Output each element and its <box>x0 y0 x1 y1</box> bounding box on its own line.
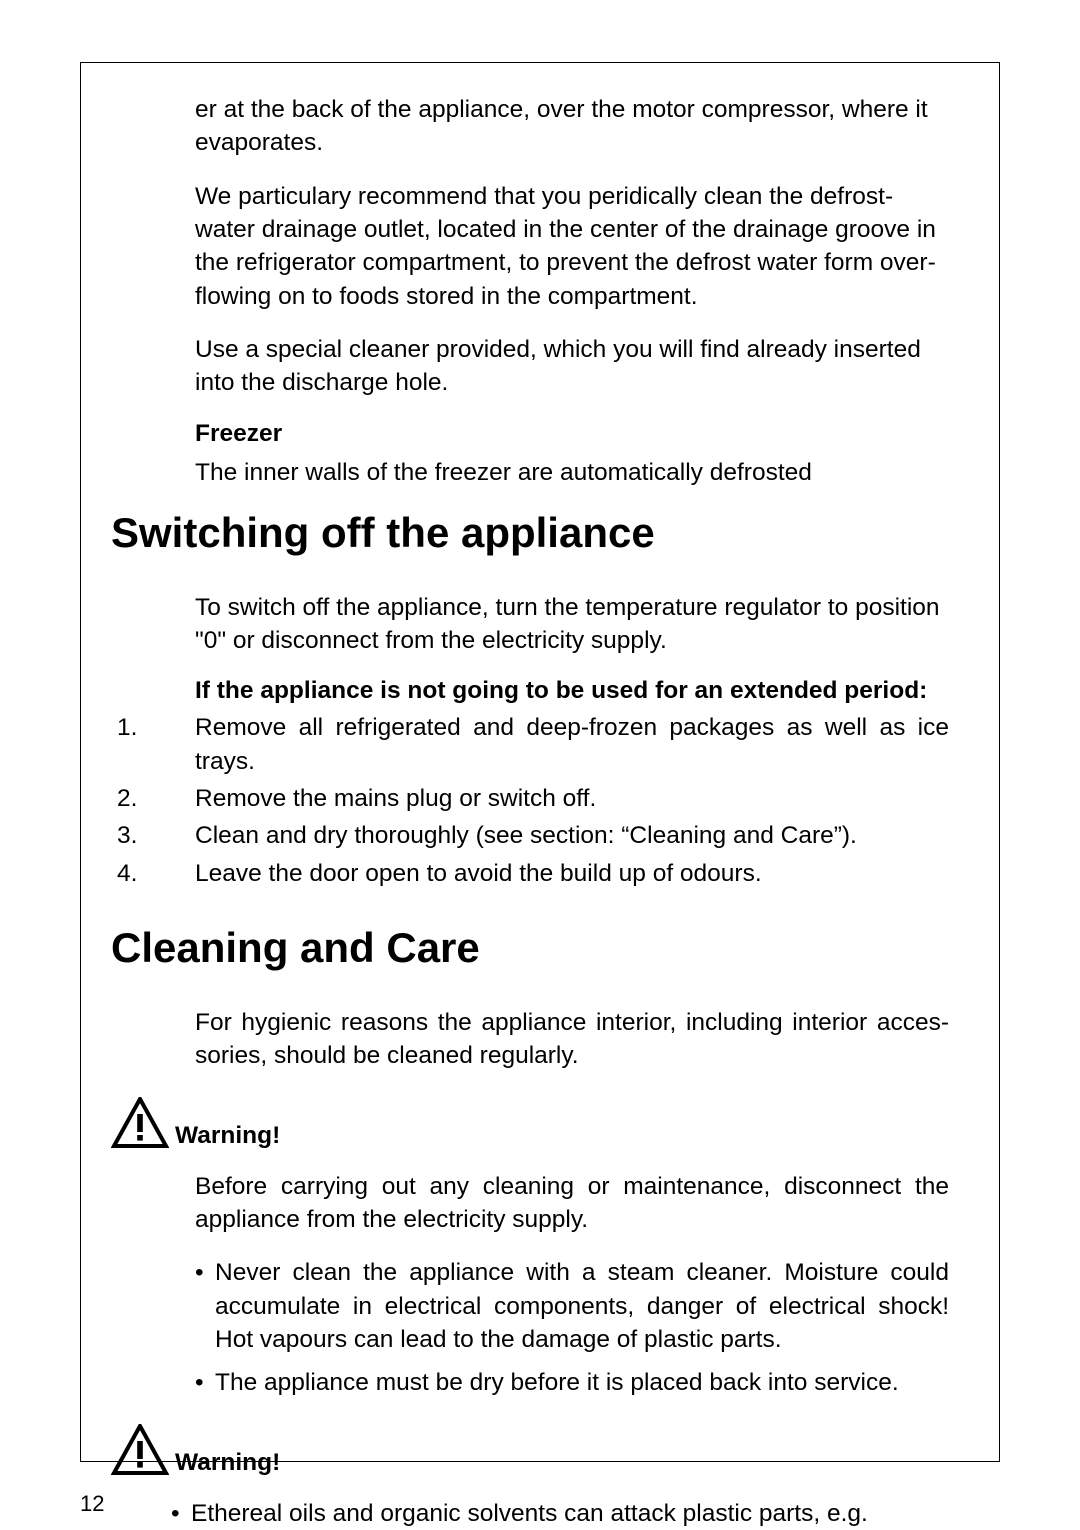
warning-block-1: Warning! <box>111 1097 949 1154</box>
item-number: 4. <box>111 857 195 890</box>
page-frame: er at the back of the appliance, over th… <box>80 62 1000 1462</box>
item-text: Remove all refrigerated and deep-frozen … <box>195 711 949 778</box>
numbered-item: 1. Remove all refrigerated and deep-froz… <box>111 711 949 778</box>
bullet-dot: • <box>171 1497 191 1530</box>
item-text: Remove the mains plug or switch off. <box>195 782 949 815</box>
bullet-item: • Ethereal oils and organic solvents can… <box>171 1497 949 1530</box>
bullet-text: The appliance must be dry before it is p… <box>215 1366 949 1399</box>
warning-block-2: Warning! <box>111 1424 949 1481</box>
bullet-dot: • <box>195 1366 215 1399</box>
bullet-item: • Never clean the appliance with a steam… <box>195 1256 949 1356</box>
intro-para-1: er at the back of the appliance, over th… <box>195 93 949 160</box>
warning-triangle-icon <box>111 1424 175 1481</box>
item-number: 2. <box>111 782 195 815</box>
bullet-text: Never clean the appliance with a steam c… <box>215 1256 949 1356</box>
heading-switching-off: Switching off the appliance <box>111 509 949 557</box>
bullet-text: Ethereal oils and organic solvents can a… <box>191 1497 949 1530</box>
page-number: 12 <box>80 1491 104 1517</box>
bullet-dot: • <box>195 1256 215 1356</box>
numbered-item: 3. Clean and dry thoroughly (see section… <box>111 819 949 852</box>
cleaning-intro: For hygienic reasons the appliance inter… <box>195 1006 949 1073</box>
intro-para-3: Use a special cleaner provided, which yo… <box>195 333 949 400</box>
warning-label: Warning! <box>175 1122 280 1154</box>
warning-label: Warning! <box>175 1449 280 1481</box>
switching-bold-line: If the appliance is not going to be used… <box>195 677 949 705</box>
bullet-item: • The appliance must be dry before it is… <box>195 1366 949 1399</box>
item-text: Clean and dry thoroughly (see section: “… <box>195 819 949 852</box>
intro-para-2: We particulary recommend that you peridi… <box>195 180 949 313</box>
freezer-subhead: Freezer <box>195 420 949 448</box>
numbered-item: 4. Leave the door open to avoid the buil… <box>111 857 949 890</box>
item-number: 1. <box>111 711 195 778</box>
freezer-text: The inner walls of the freezer are autom… <box>195 456 949 489</box>
item-number: 3. <box>111 819 195 852</box>
warning-triangle-icon <box>111 1097 175 1154</box>
switching-intro: To switch off the appliance, turn the te… <box>195 591 949 658</box>
item-text: Leave the door open to avoid the build u… <box>195 857 949 890</box>
numbered-item: 2. Remove the mains plug or switch off. <box>111 782 949 815</box>
heading-cleaning-care: Cleaning and Care <box>111 924 949 972</box>
warning1-text: Before carrying out any cleaning or main… <box>195 1170 949 1237</box>
